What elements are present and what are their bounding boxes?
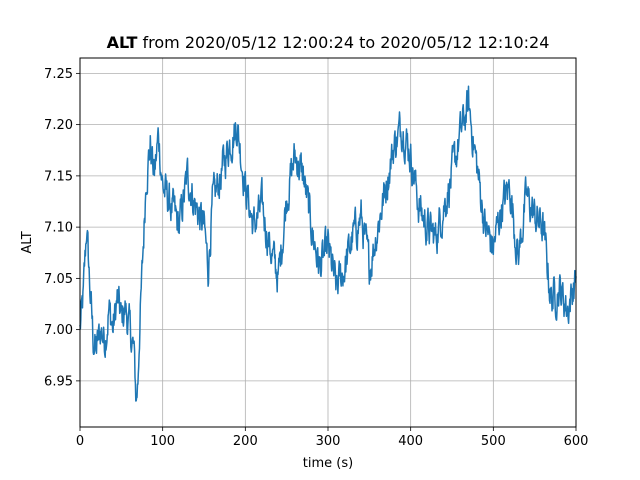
x-axis-ticks: 0 100 200 300 400 500 600 [76, 427, 589, 449]
x-tick-label: 200 [233, 434, 258, 449]
x-tick-label: 500 [481, 434, 506, 449]
y-tick-label: 6.95 [44, 374, 73, 389]
y-tick-label: 7.25 [44, 67, 73, 82]
y-tick-label: 7.00 [44, 323, 73, 338]
y-tick-label: 7.05 [44, 272, 73, 287]
chart-title-bold: ALT [106, 33, 138, 52]
y-axis-ticks: 6.95 7.00 7.05 7.10 7.15 7.20 7.25 [44, 67, 80, 389]
y-axis-label: ALT [20, 231, 35, 253]
series-layer [79, 85, 577, 402]
chart-title-rest: from 2020/05/12 12:00:24 to 2020/05/12 1… [142, 33, 550, 52]
x-tick-label: 600 [564, 434, 589, 449]
y-tick-label: 7.15 [44, 169, 73, 184]
x-tick-label: 400 [398, 434, 423, 449]
x-tick-label: 100 [150, 434, 175, 449]
x-tick-label: 0 [76, 434, 84, 449]
x-axis-label: time (s) [303, 456, 353, 471]
series-line [79, 85, 577, 402]
y-tick-label: 7.20 [44, 118, 73, 133]
x-tick-label: 300 [316, 434, 341, 449]
chart-title: ALT from 2020/05/12 12:00:24 to 2020/05/… [0, 33, 640, 52]
y-tick-label: 7.10 [44, 221, 73, 236]
